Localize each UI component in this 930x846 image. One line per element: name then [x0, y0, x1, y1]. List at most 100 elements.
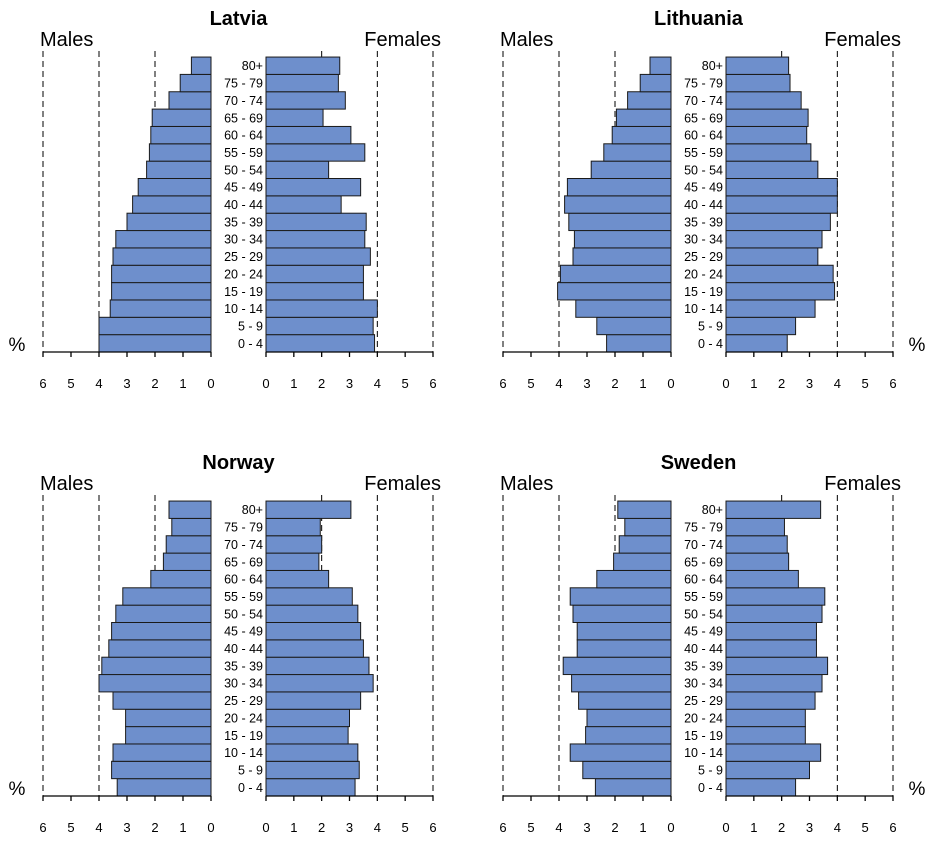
female-tick-label: 0: [262, 376, 269, 391]
age-group-label: 50 - 54: [684, 607, 723, 621]
female-bar: [265, 622, 362, 641]
female-tick-label: 0: [722, 820, 729, 835]
female-tick-label: 5: [402, 820, 409, 835]
female-bar: [265, 656, 370, 676]
female-bar: [265, 73, 339, 93]
male-bar: [190, 56, 212, 75]
age-group-label: 70 - 74: [684, 538, 723, 552]
female-bar: [265, 691, 362, 710]
male-bar: [111, 264, 212, 284]
female-bar: [265, 674, 374, 693]
age-group-label: 15 - 19: [224, 285, 263, 299]
age-group-label: 60 - 64: [224, 573, 263, 587]
age-group-label: 15 - 19: [684, 729, 723, 743]
age-group-label: 75 - 79: [684, 77, 723, 91]
female-tick-label: 3: [806, 820, 813, 835]
male-bar: [573, 230, 672, 249]
male-bar: [111, 282, 212, 301]
male-tick-label: 0: [207, 376, 214, 391]
age-group-label: 30 - 34: [684, 677, 723, 691]
male-tick-label: 0: [667, 820, 674, 835]
male-bar: [112, 691, 212, 710]
percent-sign: %: [909, 779, 926, 800]
male-bar: [146, 160, 212, 179]
percent-sign: %: [9, 779, 26, 800]
male-tick-label: 1: [179, 376, 186, 391]
age-group-label: 45 - 49: [224, 181, 263, 195]
female-bar: [725, 73, 791, 93]
male-bar: [578, 691, 672, 710]
male-bar: [179, 73, 212, 93]
male-tick-label: 5: [67, 820, 74, 835]
male-bar: [564, 195, 672, 214]
male-bar: [572, 604, 672, 624]
female-tick-label: 1: [750, 820, 757, 835]
females-label: Females: [364, 29, 441, 51]
female-tick-label: 3: [806, 376, 813, 391]
female-bar: [725, 125, 808, 145]
male-bar: [559, 264, 672, 284]
female-bar: [265, 552, 320, 571]
age-group-label: 45 - 49: [684, 181, 723, 195]
age-group-label: 35 - 39: [224, 659, 263, 673]
male-tick-label: 0: [207, 820, 214, 835]
age-group-label: 40 - 44: [684, 198, 723, 212]
males-label: Males: [40, 473, 93, 495]
male-bar: [98, 674, 212, 693]
age-group-label: 20 - 24: [224, 711, 263, 725]
age-group-label: 10 - 14: [224, 746, 263, 760]
female-tick-label: 0: [722, 376, 729, 391]
male-tick-label: 4: [95, 820, 102, 835]
females-label: Females: [824, 473, 901, 495]
male-bar: [111, 622, 212, 641]
female-bar: [265, 778, 356, 797]
female-bar: [725, 674, 823, 693]
female-bar: [265, 316, 374, 336]
female-bar: [725, 178, 838, 197]
male-bar: [624, 517, 672, 537]
female-bar: [725, 517, 785, 537]
female-bar: [265, 247, 371, 266]
age-group-label: 55 - 59: [224, 146, 263, 160]
male-bar: [148, 143, 212, 162]
female-bar: [725, 726, 806, 745]
female-tick-label: 5: [862, 820, 869, 835]
female-tick-label: 6: [429, 376, 436, 391]
female-bar: [725, 143, 812, 162]
female-tick-label: 4: [374, 376, 381, 391]
age-group-label: 0 - 4: [698, 781, 723, 795]
age-group-label: 60 - 64: [684, 573, 723, 587]
male-bar: [112, 743, 212, 762]
female-bar: [265, 726, 349, 745]
age-group-label: 75 - 79: [224, 77, 263, 91]
age-group-label: 10 - 14: [224, 302, 263, 316]
age-group-label: 40 - 44: [224, 198, 263, 212]
male-bar: [627, 91, 672, 110]
female-bar: [725, 264, 834, 284]
males-label: Males: [40, 29, 93, 51]
female-bar: [725, 299, 816, 318]
female-bar: [725, 604, 823, 624]
male-tick-label: 5: [527, 376, 534, 391]
female-bar: [265, 743, 359, 762]
male-tick-label: 2: [151, 820, 158, 835]
percent-sign: %: [9, 335, 26, 356]
male-bar: [576, 622, 672, 641]
male-tick-label: 3: [583, 376, 590, 391]
age-group-label: 50 - 54: [224, 607, 263, 621]
male-tick-label: 2: [151, 376, 158, 391]
female-bar: [265, 708, 350, 728]
age-group-label: 75 - 79: [224, 521, 263, 535]
female-tick-label: 4: [834, 376, 841, 391]
female-bar: [725, 212, 831, 232]
females-label: Females: [824, 29, 901, 51]
male-bar: [111, 760, 212, 780]
female-bar: [265, 760, 360, 780]
male-tick-label: 2: [611, 820, 618, 835]
age-group-label: 25 - 29: [684, 694, 723, 708]
female-bar: [725, 500, 822, 519]
female-tick-label: 2: [318, 820, 325, 835]
age-group-label: 55 - 59: [684, 146, 723, 160]
male-bar: [125, 708, 212, 728]
male-tick-label: 4: [555, 820, 562, 835]
